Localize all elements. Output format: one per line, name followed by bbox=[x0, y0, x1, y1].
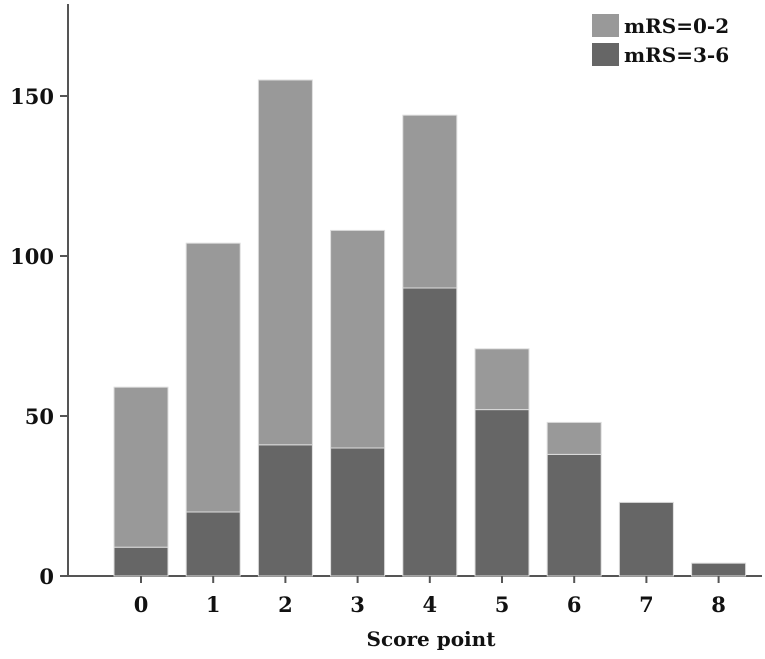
bar-2-series-1 bbox=[257, 79, 313, 446]
x-tick-label: 3 bbox=[350, 592, 365, 617]
legend-label-mrs-0-2: mRS=0-2 bbox=[624, 14, 729, 38]
x-tick-labels: 0 1 2 3 4 5 6 7 8 bbox=[134, 576, 726, 617]
x-tick-label: 4 bbox=[422, 592, 437, 617]
bars bbox=[113, 79, 747, 577]
y-tick-label: 50 bbox=[25, 404, 54, 429]
bar-4-series-0 bbox=[402, 287, 458, 577]
bar-3-series-0 bbox=[330, 447, 386, 577]
bar-8-series-0 bbox=[691, 562, 747, 577]
legend-label-mrs-3-6: mRS=3-6 bbox=[624, 43, 729, 67]
bar-3-series-1 bbox=[330, 229, 386, 449]
x-tick-label: 1 bbox=[206, 592, 221, 617]
x-tick-label: 8 bbox=[711, 592, 726, 617]
y-tick-label: 100 bbox=[10, 244, 54, 269]
x-tick-label: 7 bbox=[639, 592, 654, 617]
bar-2-series-0 bbox=[257, 444, 313, 577]
bar-5-series-0 bbox=[474, 409, 530, 577]
legend-swatch-mrs-0-2 bbox=[592, 14, 619, 37]
y-tick-label: 150 bbox=[10, 84, 54, 109]
bar-4-series-1 bbox=[402, 114, 458, 289]
x-tick-label: 2 bbox=[278, 592, 293, 617]
x-axis-title: Score point bbox=[367, 627, 497, 651]
y-axis bbox=[60, 4, 69, 577]
legend: mRS=0-2 mRS=3-6 bbox=[592, 14, 729, 67]
bar-7-series-0 bbox=[618, 501, 674, 577]
bar-0-series-0 bbox=[113, 546, 169, 577]
bar-6-series-0 bbox=[546, 453, 602, 577]
y-tick-label: 0 bbox=[39, 564, 54, 589]
legend-swatch-mrs-3-6 bbox=[592, 43, 619, 66]
bar-1-series-0 bbox=[185, 511, 241, 577]
x-tick-label: 0 bbox=[134, 592, 149, 617]
y-tick-labels: 0 50 100 150 bbox=[10, 84, 54, 589]
bar-5-series-1 bbox=[474, 348, 530, 411]
x-tick-label: 6 bbox=[567, 592, 582, 617]
bar-0-series-1 bbox=[113, 386, 169, 548]
bar-6-series-1 bbox=[546, 421, 602, 455]
bar-1-series-1 bbox=[185, 242, 241, 513]
x-tick-label: 5 bbox=[495, 592, 510, 617]
